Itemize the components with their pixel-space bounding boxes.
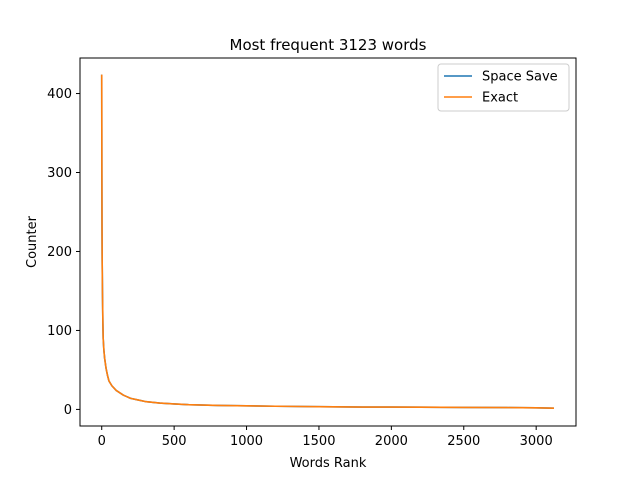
- x-axis-ticks: 0 500 1000 1500 2000 2500 3000: [98, 426, 553, 449]
- y-axis-ticks: 0 100 200 300 400: [47, 87, 80, 418]
- legend-label-exact: Exact: [482, 91, 518, 106]
- x-tick-label: 0: [98, 434, 106, 449]
- x-tick-label: 500: [162, 434, 187, 449]
- axes-frame: [79, 57, 577, 427]
- y-tick-label: 0: [64, 403, 72, 418]
- y-tick-label: 100: [47, 324, 72, 339]
- legend-label-space-save: Space Save: [482, 70, 558, 85]
- legend: Space Save Exact: [437, 63, 570, 112]
- y-tick-label: 400: [47, 87, 72, 102]
- series-line-exact: [100, 74, 555, 410]
- y-axis-label: Counter: [25, 215, 40, 268]
- x-tick-label: 3000: [520, 434, 553, 449]
- x-tick-label: 2000: [375, 434, 408, 449]
- x-tick-label: 2500: [447, 434, 480, 449]
- x-tick-label: 1500: [302, 434, 335, 449]
- y-tick-label: 300: [47, 166, 72, 181]
- x-axis-label: Words Rank: [290, 456, 367, 471]
- chart-title: Most frequent 3123 words: [230, 36, 427, 54]
- y-tick-label: 200: [47, 245, 72, 260]
- x-tick-label: 1000: [230, 434, 263, 449]
- series-group: [100, 74, 555, 410]
